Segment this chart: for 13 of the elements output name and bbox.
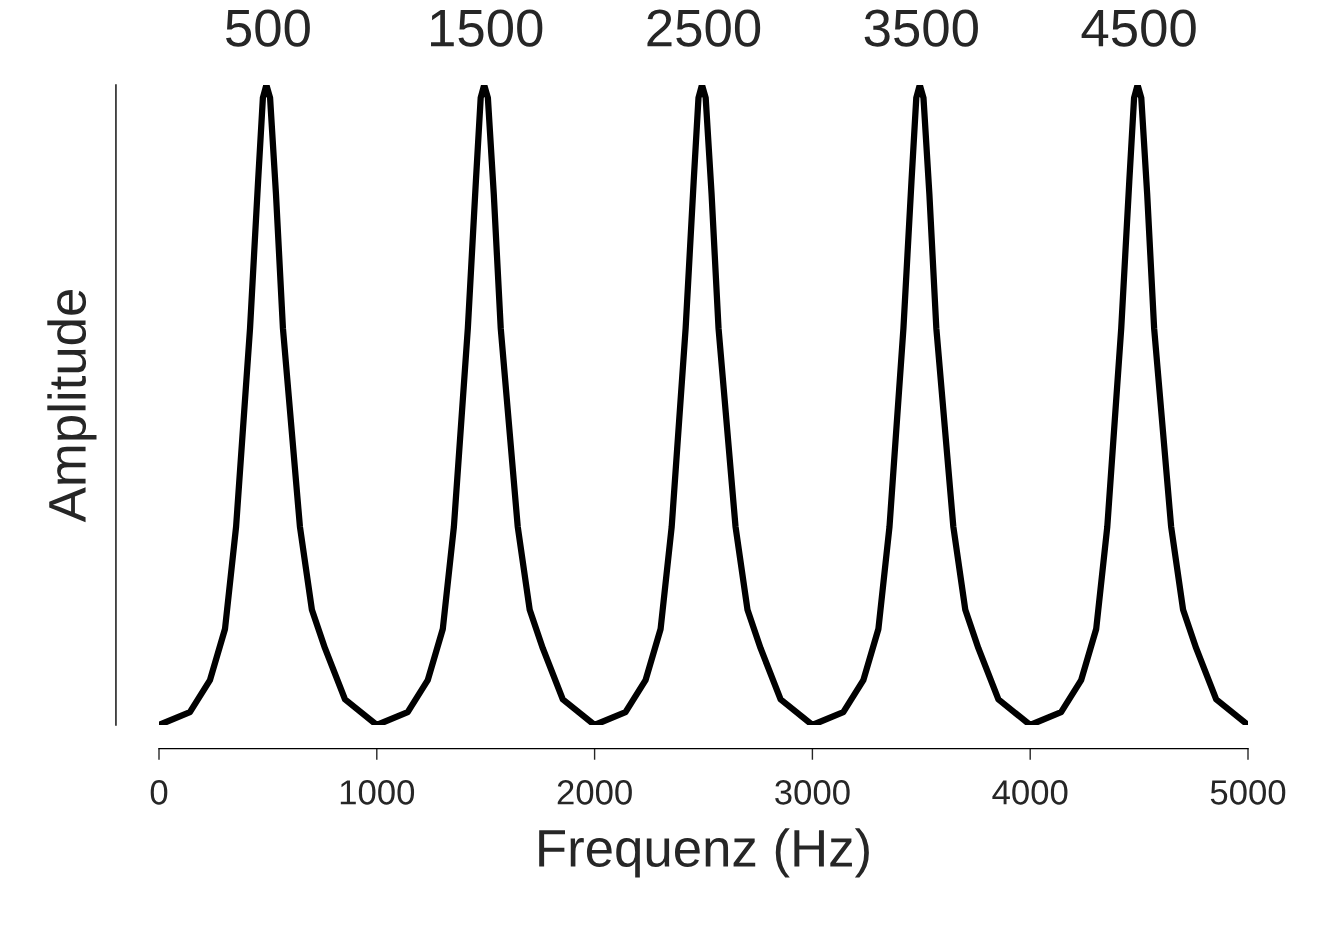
annotation: 500 [225, 9, 310, 47]
annotation: 1500 [431, 9, 543, 47]
x-tick-label: 1000 [340, 780, 415, 805]
x-tick-label: 4000 [992, 780, 1068, 805]
annotation: 4500 [1081, 9, 1196, 47]
x-tick-label: 3000 [775, 780, 850, 805]
x-tick-label: 5000 [1210, 780, 1286, 805]
x-tick-label: 0 [150, 780, 168, 805]
y-axis-title: Amplitude [47, 289, 97, 523]
annotation: 3500 [864, 9, 978, 47]
annotation: 2500 [647, 9, 761, 47]
x-tick-label: 2000 [557, 780, 632, 805]
x-axis-title: Frequenz (Hz) [539, 828, 869, 878]
